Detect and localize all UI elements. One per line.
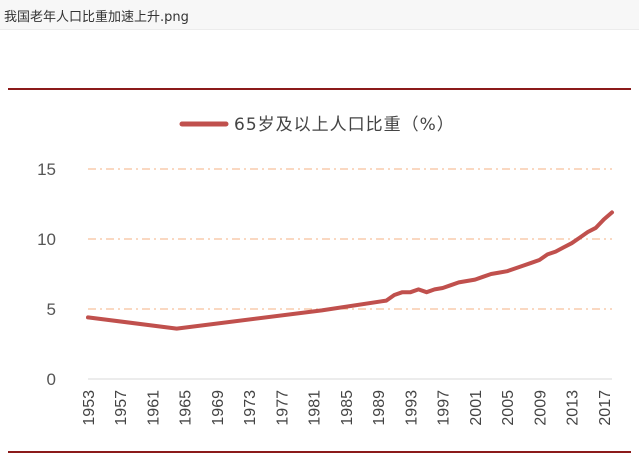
series-line — [86, 210, 614, 331]
x-tick-label: 1985 — [339, 390, 356, 426]
x-tick-label: 1961 — [145, 390, 162, 426]
y-tick-label: 0 — [47, 370, 56, 389]
y-tick-label: 5 — [47, 300, 56, 319]
gridlines — [88, 168, 612, 380]
x-tick-label: 2017 — [597, 390, 614, 426]
x-tick-label: 2013 — [565, 390, 582, 426]
x-tick-label: 2005 — [500, 390, 517, 426]
x-tick-label: 2009 — [532, 390, 549, 426]
x-axis-ticks: 1953 1957 1961 1965 1969 1973 1977 1981 1985 1989… — [81, 390, 614, 426]
x-tick-label: 1969 — [210, 390, 227, 426]
x-tick-label: 1989 — [371, 390, 388, 426]
x-tick-label: 1981 — [307, 390, 324, 426]
x-tick-label: 2001 — [468, 390, 485, 426]
x-tick-label: 1977 — [274, 390, 291, 426]
legend-label: 65岁及以上人口比重（%） — [234, 115, 455, 135]
y-axis-ticks: 0 5 10 15 — [37, 160, 56, 389]
y-tick-label: 10 — [37, 230, 56, 249]
x-tick-label: 1957 — [113, 390, 130, 426]
y-tick-label: 15 — [37, 160, 56, 179]
window-titlebar: 我国老年人口比重加速上升.png — [0, 0, 639, 30]
x-tick-label: 1997 — [436, 390, 453, 426]
legend: 65岁及以上人口比重（%） — [179, 115, 455, 135]
window-filename: 我国老年人口比重加速上升.png — [4, 10, 189, 25]
x-tick-label: 1953 — [81, 390, 98, 426]
x-tick-label: 1993 — [403, 390, 420, 426]
x-tick-label: 1973 — [242, 390, 259, 426]
x-tick-label: 1965 — [178, 390, 195, 426]
